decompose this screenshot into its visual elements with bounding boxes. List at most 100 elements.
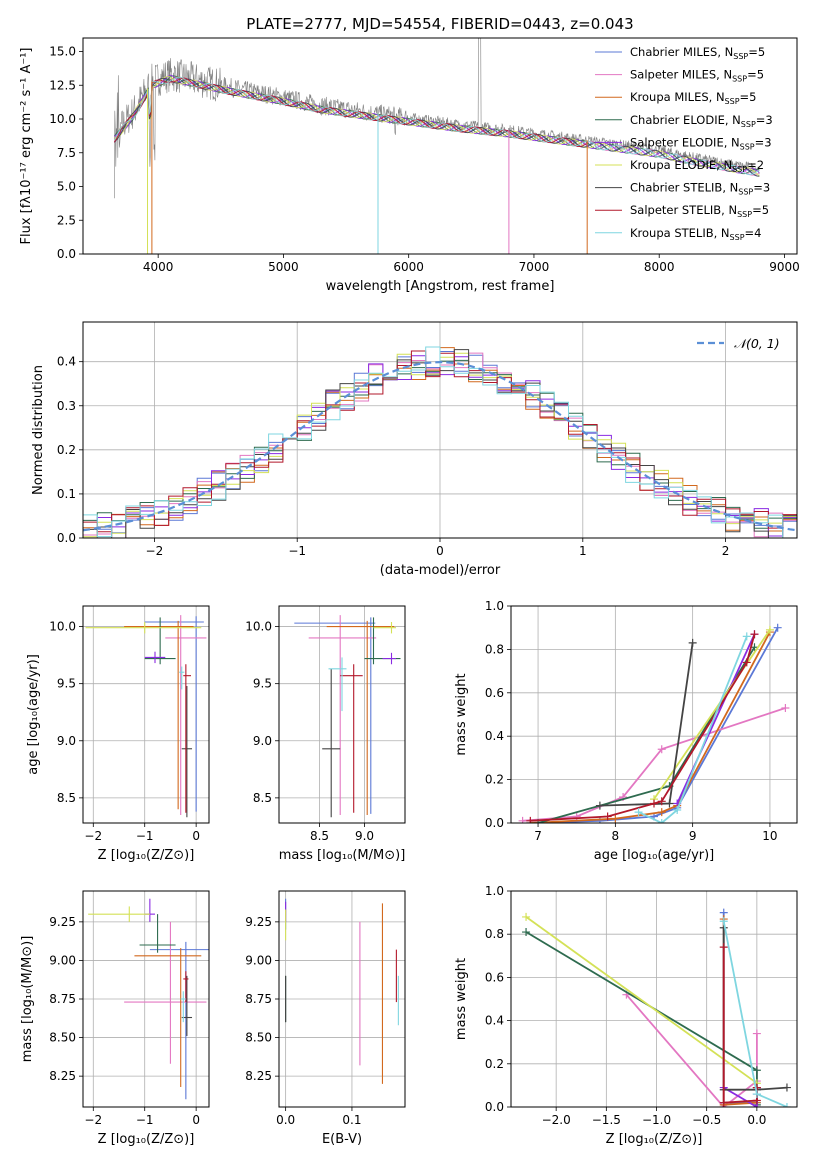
x-tick-label: −2.0 xyxy=(542,1113,571,1127)
x-tick-label: 10 xyxy=(762,829,777,843)
weight-marker xyxy=(522,928,531,937)
x-tick-label: 8.5 xyxy=(310,829,329,843)
x-tick-label: −1.5 xyxy=(592,1113,621,1127)
y-axis-label: Normed distribution xyxy=(31,365,46,495)
plot-area xyxy=(285,898,399,1084)
y-axis-label: mass weight xyxy=(454,958,469,1040)
plot-area xyxy=(113,38,760,254)
weight-marker xyxy=(742,658,751,667)
x-axis-label: Z [log₁₀(Z/Z⊙)] xyxy=(98,848,195,863)
weight-marker xyxy=(752,1066,761,1075)
y-tick-label: 0.0 xyxy=(485,1100,504,1114)
model-spectrum-6 xyxy=(114,77,760,177)
x-tick-label: 9000 xyxy=(769,260,800,274)
weight-marker xyxy=(719,943,728,952)
legend-label-7: Salpeter STELIB, NSSP=5 xyxy=(630,203,769,219)
legend-subscript: SSP xyxy=(732,165,747,174)
y-axis-label: age [log₁₀(age/yr)] xyxy=(26,654,41,775)
y-tick-label: 0.8 xyxy=(485,642,504,656)
legend-label-2: Kroupa MILES, NSSP=5 xyxy=(630,90,756,106)
y-axis-label: mass [log₁₀(M/M⊙)] xyxy=(20,936,35,1063)
chart-age_vs_mass: 8.5 9.0 8.5 9.0 9.5 10.0 mass [log₁₀(M/M⊙)] xyxy=(245,605,406,863)
legend-count: =3 xyxy=(756,113,773,127)
y-tick-label: 1.0 xyxy=(485,599,504,613)
figure-title: PLATE=2777, MJD=54554, FIBERID=0443, z=0… xyxy=(246,15,633,33)
errorbar-point-4 xyxy=(144,651,166,664)
plot-area xyxy=(85,615,207,818)
y-tick-label: 8.5 xyxy=(253,791,272,805)
errorbar-point-8 xyxy=(179,666,185,690)
y-tick-label: 8.75 xyxy=(245,992,272,1006)
errorbar-point-5 xyxy=(373,621,396,634)
legend-subscript: SSP xyxy=(725,97,740,106)
weight-marker xyxy=(782,1103,791,1107)
weight-marker xyxy=(752,1090,761,1099)
legend-count: =5 xyxy=(747,68,764,82)
x-tick-label: 4000 xyxy=(143,260,174,274)
y-tick-label: 0.2 xyxy=(485,1057,504,1071)
legend-count: =4 xyxy=(745,226,762,240)
y-tick-label: 0.6 xyxy=(485,686,504,700)
y-tick-label: 9.5 xyxy=(253,677,272,691)
x-tick-label: −2 xyxy=(84,829,102,843)
y-tick-label: 0.4 xyxy=(485,1014,504,1028)
x-tick-label: 0.0 xyxy=(276,1113,295,1127)
weight-marker xyxy=(518,816,527,823)
x-tick-label: −2 xyxy=(146,544,164,558)
errorbar-point-5 xyxy=(85,621,202,634)
weight-marker xyxy=(782,1083,791,1092)
x-tick-label: 7000 xyxy=(519,260,550,274)
y-tick-label: 8.25 xyxy=(245,1069,272,1083)
errorbar-point-7 xyxy=(183,664,191,813)
legend-subscript: SSP xyxy=(737,210,752,219)
y-tick-label: 9.25 xyxy=(49,915,76,929)
errorbar-point-3 xyxy=(139,914,176,953)
y-tick-label: 8.50 xyxy=(245,1031,272,1045)
weight-marker xyxy=(773,623,782,632)
x-axis-label: E(B-V) xyxy=(322,1132,362,1147)
x-axis-label: Z [log₁₀(Z/Z⊙)] xyxy=(98,1132,195,1147)
model-spectrum-8 xyxy=(113,76,760,176)
chart-residuals: −2 −1 0 1 2 0.0 0.1 0.2 0.3 0.4 (data-model)/error… xyxy=(31,321,798,578)
weight-marker xyxy=(765,625,774,634)
axes-frame xyxy=(278,605,406,824)
legend-count: =3 xyxy=(755,135,772,149)
weight-line-3 xyxy=(525,931,758,1105)
y-tick-label: 2.5 xyxy=(57,213,76,227)
weight-marker xyxy=(742,632,751,641)
y-tick-label: 10.0 xyxy=(49,620,76,634)
x-axis-label: Z [log₁₀(Z/Z⊙)] xyxy=(606,1132,703,1147)
y-tick-label: 7.5 xyxy=(57,146,76,160)
y-tick-label: 9.0 xyxy=(57,734,76,748)
x-tick-label: 0 xyxy=(436,544,444,558)
errorbar-point-4 xyxy=(144,898,155,922)
x-tick-label: 9 xyxy=(689,829,697,843)
weight-line-5 xyxy=(653,629,771,800)
y-tick-label: 8.50 xyxy=(49,1031,76,1045)
errorbar-point-1 xyxy=(124,921,207,1064)
y-tick-label: 0.2 xyxy=(485,773,504,787)
x-tick-label: 0 xyxy=(192,1113,200,1127)
legend-count: =5 xyxy=(748,45,765,59)
y-tick-label: 8.75 xyxy=(49,992,76,1006)
legend-label-1: Salpeter MILES, NSSP=5 xyxy=(630,68,764,84)
weight-marker xyxy=(595,801,604,810)
legend-label-3: Chabrier ELODIE, NSSP=3 xyxy=(630,113,773,129)
legend-label-0: Chabrier MILES, NSSP=5 xyxy=(630,45,765,61)
weight-line-4 xyxy=(676,633,756,804)
weight-marker xyxy=(572,812,581,821)
y-tick-label: 0.4 xyxy=(485,729,504,743)
y-tick-label: 9.0 xyxy=(253,734,272,748)
errorbar-point-7 xyxy=(340,664,363,813)
weight-marker xyxy=(526,816,535,823)
plot-area xyxy=(83,346,797,538)
x-tick-label: −1.0 xyxy=(642,1113,671,1127)
x-tick-label: −1 xyxy=(288,544,306,558)
x-tick-label: 6000 xyxy=(393,260,424,274)
chart-mass_vs_Z: −2 −1 0 8.25 8.50 8.75 9.00 9.25 Z [log₁₀(Z/Z⊙)]… xyxy=(20,890,210,1147)
legend-subscript: SSP xyxy=(732,75,747,84)
y-tick-label: 9.00 xyxy=(245,953,272,967)
normal-reference-curve xyxy=(83,360,797,532)
errorbar-point-7 xyxy=(183,971,189,1003)
